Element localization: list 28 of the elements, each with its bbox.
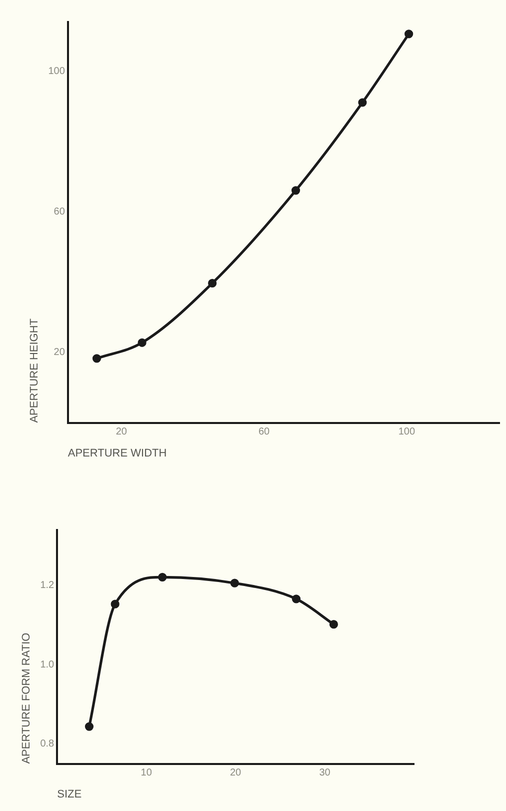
y-tick-label: 20 bbox=[54, 347, 66, 358]
x-tick-label: 10 bbox=[140, 768, 152, 779]
point bbox=[84, 722, 94, 731]
x-axis-title: SIZE bbox=[57, 788, 82, 800]
point bbox=[329, 620, 338, 629]
point bbox=[138, 338, 146, 347]
y-tick-label: 100 bbox=[48, 66, 66, 77]
point bbox=[291, 186, 300, 195]
y-tick-label: 60 bbox=[54, 206, 66, 218]
x-tick-label: 60 bbox=[258, 426, 270, 438]
point bbox=[208, 278, 217, 288]
point bbox=[92, 354, 102, 363]
point bbox=[158, 572, 167, 582]
x-tick-label: 100 bbox=[398, 426, 416, 438]
y-tick-label: 0.8 bbox=[40, 738, 55, 750]
x-tick-label: 20 bbox=[116, 426, 128, 438]
point bbox=[292, 594, 301, 604]
x-tick-label: 30 bbox=[319, 768, 331, 779]
point bbox=[404, 30, 414, 38]
point bbox=[230, 578, 239, 588]
y-tick-label: 1.0 bbox=[40, 659, 55, 670]
y-tick-label: 1.2 bbox=[40, 580, 55, 592]
y-axis-title: APERTURE FORM RATIO bbox=[20, 632, 33, 764]
y-axis-title: APERTURE HEIGHT bbox=[28, 318, 41, 423]
x-tick-label: 20 bbox=[230, 768, 242, 779]
point bbox=[110, 600, 120, 608]
x-axis-title: APERTURE WIDTH bbox=[68, 447, 167, 460]
point bbox=[358, 98, 367, 107]
